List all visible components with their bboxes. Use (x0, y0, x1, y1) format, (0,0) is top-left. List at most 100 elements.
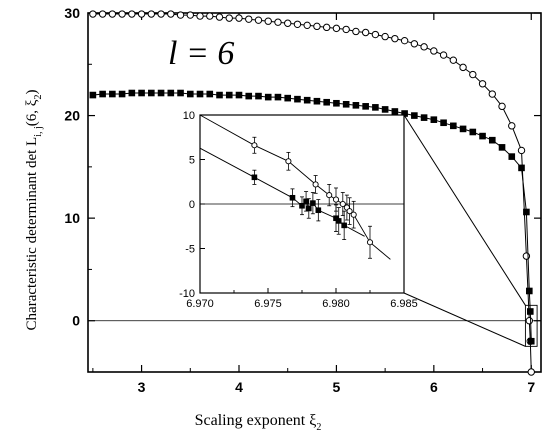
data-point-open-circle (157, 10, 165, 18)
data-point-filled-square (459, 125, 467, 133)
inset-point-filled-square (299, 202, 305, 209)
data-point-filled-square (118, 90, 126, 98)
inset-point-open-circle (366, 239, 374, 246)
inset-point-filled-square (289, 194, 296, 201)
inset-plot: 6.970 6.975 6.980 6.985 10 5 0 -5 -10 (179, 110, 418, 310)
data-point-filled-square (157, 89, 165, 97)
data-point-filled-square (479, 132, 486, 140)
data-point-open-circle (517, 146, 526, 155)
data-point-filled-square (167, 89, 175, 97)
data-point-open-circle (498, 102, 506, 111)
data-point-filled-square (148, 89, 155, 97)
x-tick-label: 3 (138, 379, 146, 395)
data-point-open-circle (167, 10, 175, 18)
x-axis-label: Scaling exponent ξ2 (195, 412, 322, 433)
data-point-open-circle (254, 16, 263, 24)
zoom-region-box (524, 304, 538, 347)
data-point-open-circle (225, 14, 233, 22)
zoom-connector-lower (403, 292, 526, 347)
inset-point-open-circle (326, 192, 333, 199)
data-point-open-circle (264, 17, 272, 25)
data-point-filled-square (450, 122, 457, 130)
inset-point-filled-square (310, 200, 316, 206)
main-plot: 3 4 5 6 7 0 10 20 30 (64, 5, 542, 395)
data-point-open-circle (313, 22, 321, 31)
inset-y-tick-label: 10 (183, 110, 195, 122)
data-point-open-circle (459, 63, 467, 72)
data-point-open-circle (352, 27, 360, 36)
data-point-open-circle (235, 14, 243, 22)
inset-point-filled-square (335, 218, 342, 224)
inset-y-tick-label: 0 (189, 199, 195, 211)
data-point-filled-square (196, 90, 204, 98)
data-point-filled-square (109, 90, 116, 98)
data-point-open-circle (430, 47, 438, 55)
y-tick-label: 20 (64, 108, 80, 124)
data-point-open-circle (186, 11, 194, 19)
data-point-open-circle (522, 252, 531, 260)
inset-y-tick-label: -5 (185, 244, 195, 256)
y-tick-label: 10 (64, 210, 80, 226)
inset-point-filled-square (306, 205, 312, 212)
data-point-filled-square (362, 103, 369, 110)
data-point-open-circle (488, 90, 496, 98)
x-tick-label: 4 (235, 379, 243, 395)
data-point-filled-square (372, 104, 379, 111)
data-point-open-circle (371, 30, 380, 39)
inset-point-open-circle (332, 196, 340, 203)
data-point-open-circle (525, 317, 534, 325)
data-point-filled-square (294, 95, 301, 103)
inset-series-open-circle-line (199, 114, 391, 260)
data-point-filled-square (411, 112, 418, 119)
inset-x-tick-label: 6.970 (186, 298, 214, 310)
data-point-filled-square (99, 90, 106, 98)
data-point-filled-square (323, 98, 330, 106)
data-point-filled-square (138, 89, 145, 97)
data-point-filled-square (430, 116, 438, 123)
data-point-filled-square (381, 106, 389, 113)
data-point-filled-square (206, 90, 214, 98)
data-point-filled-square (342, 100, 350, 108)
data-point-open-circle (449, 56, 458, 64)
data-point-open-circle (420, 43, 428, 51)
data-point-filled-square (235, 91, 243, 99)
data-point-filled-square (89, 91, 97, 99)
data-point-filled-square (128, 89, 136, 97)
inset-y-tick-label: -10 (179, 288, 195, 300)
data-point-filled-square (186, 90, 194, 98)
inset-point-filled-square (341, 222, 347, 229)
data-point-open-circle (527, 368, 535, 376)
data-point-filled-square (255, 92, 262, 100)
inset-point-filled-square (303, 198, 309, 205)
inset-x-tick-label: 6.985 (390, 298, 418, 310)
data-point-filled-square (216, 91, 223, 99)
data-point-open-circle (410, 40, 419, 48)
data-point-open-circle (391, 34, 399, 43)
data-point-filled-square (498, 144, 506, 151)
data-point-open-circle (284, 19, 292, 27)
data-point-open-circle (89, 10, 97, 18)
data-point-open-circle (332, 24, 341, 33)
data-point-open-circle (400, 36, 409, 45)
data-point-filled-square (440, 119, 447, 127)
inset-x-tick-label: 6.975 (254, 298, 282, 310)
data-point-filled-square (518, 164, 525, 172)
data-point-filled-square (401, 110, 408, 117)
data-point-filled-square (527, 337, 535, 345)
data-point-open-circle (245, 15, 253, 23)
data-point-open-circle (478, 80, 487, 88)
data-point-filled-square (526, 287, 533, 295)
data-point-open-circle (147, 10, 156, 18)
data-point-open-circle (293, 20, 302, 28)
data-point-open-circle (381, 32, 389, 41)
zoom-connector-upper (403, 114, 526, 306)
data-point-filled-square (303, 96, 311, 104)
zoom-connector-lines (403, 114, 526, 347)
data-point-open-circle (196, 12, 204, 20)
data-point-filled-square (245, 92, 253, 100)
inset-point-open-circle (251, 142, 258, 149)
data-point-filled-square (225, 91, 233, 99)
inset-point-open-circle (339, 200, 346, 208)
data-point-open-circle (176, 11, 185, 19)
data-point-open-circle (137, 10, 146, 18)
